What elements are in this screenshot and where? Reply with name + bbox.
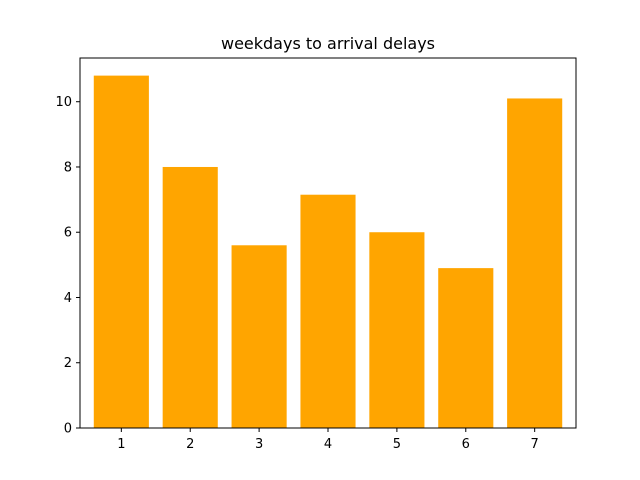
x-axis-ticks: 1 2 3 4 5 6 7 [117,428,539,452]
y-tick-label-4: 4 [64,291,72,306]
y-tick-label-10: 10 [55,95,72,110]
bar-2 [162,166,218,429]
y-axis-ticks: 0 2 4 6 8 10 [55,95,80,437]
x-tick-label-4: 4 [324,437,332,452]
x-tick-label-5: 5 [393,437,401,452]
plot-frame [79,57,577,429]
bar-6 [438,268,494,428]
x-tick-label-1: 1 [117,437,125,452]
x-tick-label-7: 7 [531,437,539,452]
x-tick-label-3: 3 [255,437,263,452]
y-tick-label-8: 8 [64,160,72,175]
bar-5 [369,232,425,428]
bars-group [93,75,563,429]
chart-title: weekdays to arrival delays [221,34,435,53]
bar-3 [231,245,287,428]
y-tick-label-0: 0 [64,422,72,437]
bar-7 [507,98,563,428]
y-tick-label-6: 6 [64,226,72,241]
x-tick-label-2: 2 [186,437,194,452]
bar-4 [300,194,356,428]
y-tick-label-2: 2 [64,356,72,371]
bar-1 [93,75,149,428]
x-tick-label-6: 6 [462,437,470,452]
